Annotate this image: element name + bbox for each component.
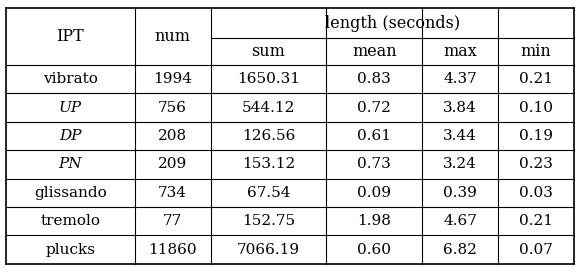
Text: vibrato: vibrato <box>43 72 97 86</box>
Text: 3.24: 3.24 <box>443 157 477 171</box>
Text: DP: DP <box>59 129 82 143</box>
Text: 126.56: 126.56 <box>242 129 295 143</box>
Text: glissando: glissando <box>34 186 107 200</box>
Text: 0.73: 0.73 <box>357 157 391 171</box>
Text: 1650.31: 1650.31 <box>237 72 300 86</box>
Text: 0.72: 0.72 <box>357 101 391 115</box>
Text: 11860: 11860 <box>148 243 197 257</box>
Text: sum: sum <box>252 43 285 60</box>
Text: min: min <box>521 43 552 60</box>
Text: 208: 208 <box>158 129 187 143</box>
Text: 0.19: 0.19 <box>519 129 553 143</box>
Text: plucks: plucks <box>45 243 95 257</box>
Text: 153.12: 153.12 <box>242 157 295 171</box>
Text: 6.82: 6.82 <box>443 243 477 257</box>
Text: 0.21: 0.21 <box>519 214 553 228</box>
Text: 0.39: 0.39 <box>443 186 477 200</box>
Text: 756: 756 <box>158 101 187 115</box>
Text: 0.03: 0.03 <box>519 186 553 200</box>
Text: length (seconds): length (seconds) <box>325 15 460 32</box>
Text: num: num <box>155 28 191 45</box>
Text: PN: PN <box>59 157 82 171</box>
Text: max: max <box>443 43 477 60</box>
Text: 1.98: 1.98 <box>357 214 391 228</box>
Text: 3.44: 3.44 <box>443 129 477 143</box>
Text: 0.09: 0.09 <box>357 186 392 200</box>
Text: 0.83: 0.83 <box>357 72 391 86</box>
Text: 77: 77 <box>163 214 182 228</box>
Text: mean: mean <box>352 43 397 60</box>
Text: 0.60: 0.60 <box>357 243 392 257</box>
Text: tremolo: tremolo <box>40 214 100 228</box>
Text: 4.37: 4.37 <box>443 72 477 86</box>
Text: 734: 734 <box>158 186 187 200</box>
Text: 152.75: 152.75 <box>242 214 295 228</box>
Text: 0.07: 0.07 <box>519 243 553 257</box>
Text: 544.12: 544.12 <box>242 101 295 115</box>
Text: 0.23: 0.23 <box>519 157 553 171</box>
Text: 3.84: 3.84 <box>443 101 477 115</box>
Text: 0.61: 0.61 <box>357 129 392 143</box>
Text: 0.10: 0.10 <box>519 101 553 115</box>
Text: 1994: 1994 <box>153 72 192 86</box>
Text: 67.54: 67.54 <box>246 186 290 200</box>
Text: 7066.19: 7066.19 <box>237 243 300 257</box>
Text: 209: 209 <box>158 157 187 171</box>
Text: IPT: IPT <box>56 28 84 45</box>
Text: UP: UP <box>59 101 82 115</box>
Text: 4.67: 4.67 <box>443 214 477 228</box>
Text: 0.21: 0.21 <box>519 72 553 86</box>
